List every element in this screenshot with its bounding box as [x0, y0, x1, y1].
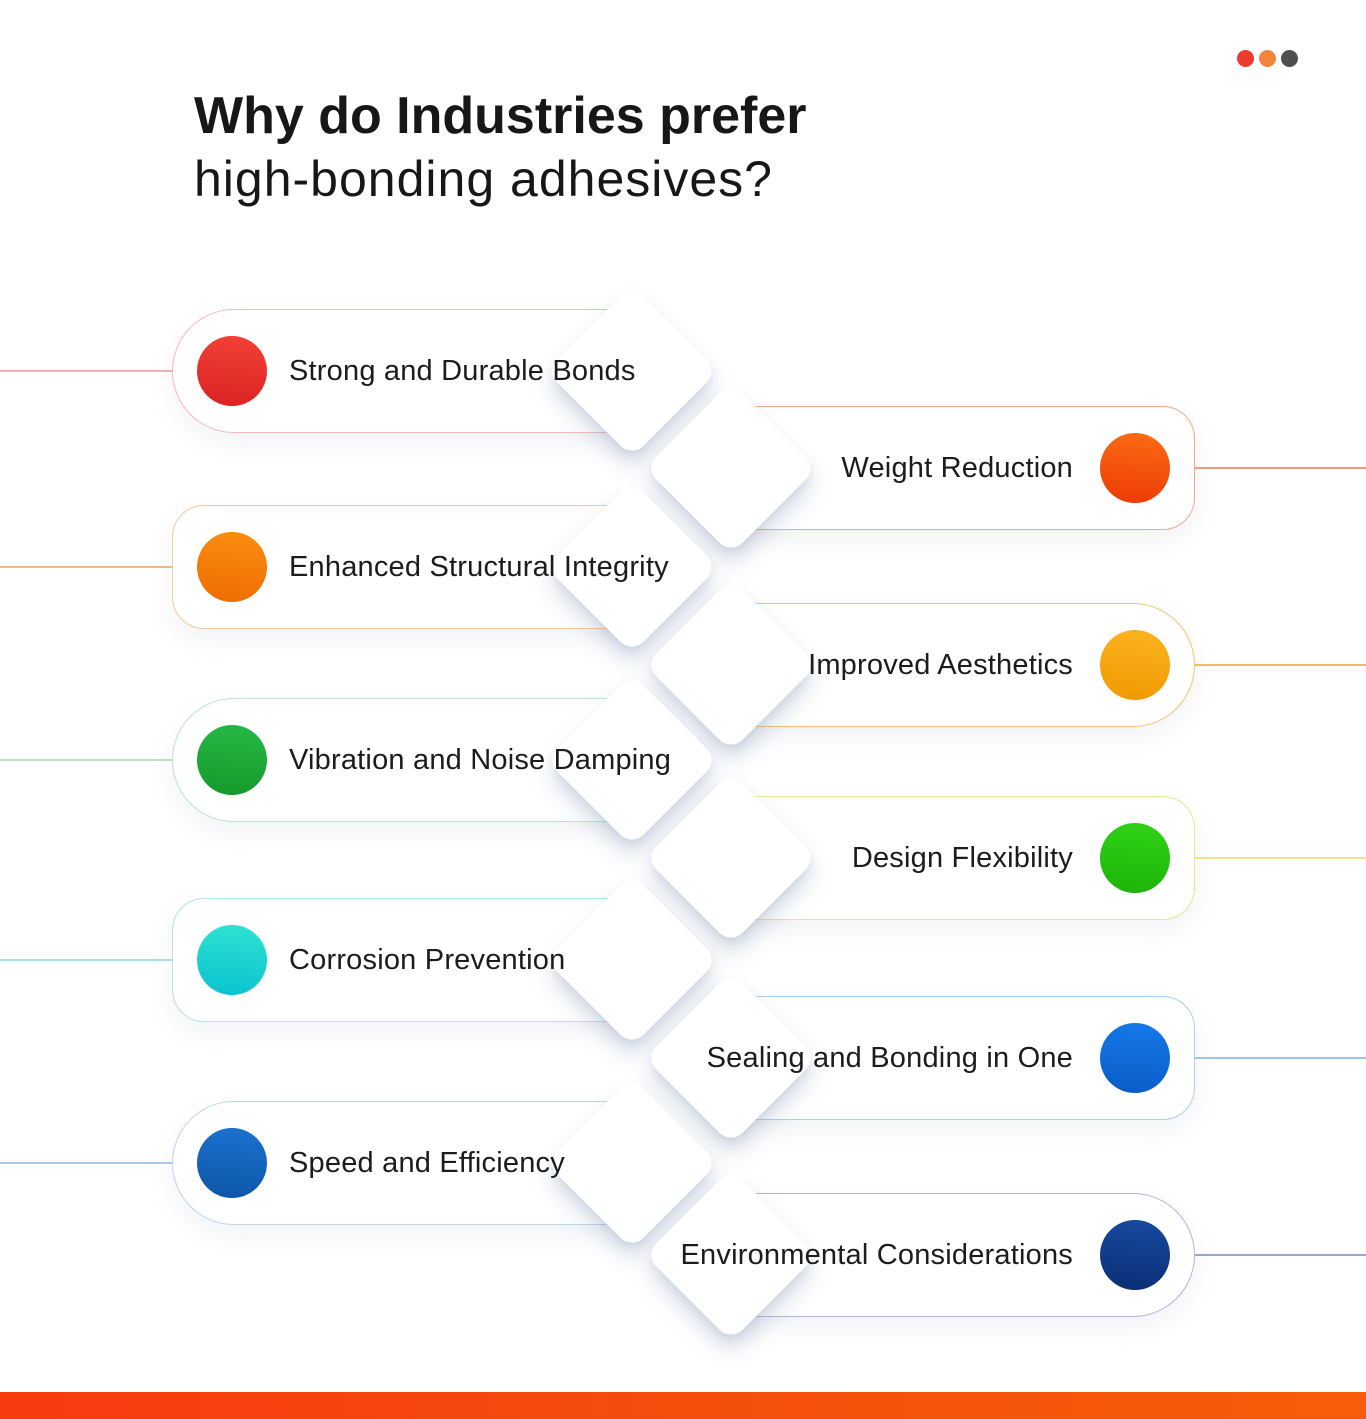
title-line-2: high-bonding adhesives?	[194, 151, 773, 207]
benefit-bullet-circle	[197, 532, 267, 602]
benefit-bullet-circle	[197, 925, 267, 995]
connector-line	[0, 566, 172, 568]
title-line-1: Why do Industries prefer	[194, 87, 807, 145]
benefit-bullet-circle	[1100, 433, 1170, 503]
benefit-bullet-circle	[1100, 1220, 1170, 1290]
benefit-bullet-circle	[1100, 1023, 1170, 1093]
benefit-label: Strong and Durable Bonds	[289, 354, 636, 387]
connector-line	[1195, 857, 1366, 859]
benefit-label: Speed and Efficiency	[289, 1146, 565, 1179]
connector-line	[1195, 664, 1366, 666]
benefit-bullet-circle	[197, 1128, 267, 1198]
gray-dot-icon	[1281, 50, 1298, 67]
page-title: Why do Industries prefer high-bonding ad…	[194, 84, 807, 210]
benefit-label: Enhanced Structural Integrity	[289, 550, 669, 583]
connector-line	[0, 370, 172, 372]
benefit-label: Corrosion Prevention	[289, 943, 566, 976]
connector-line	[1195, 1057, 1366, 1059]
connector-line	[0, 959, 172, 961]
red-dot-icon	[1237, 50, 1254, 67]
benefit-label: Improved Aesthetics	[808, 648, 1073, 681]
benefit-bullet-circle	[197, 336, 267, 406]
orange-dot-icon	[1259, 50, 1276, 67]
decor-dots	[1237, 50, 1298, 67]
benefit-bullet-circle	[1100, 630, 1170, 700]
connector-line	[0, 1162, 172, 1164]
benefit-label: Sealing and Bonding in One	[706, 1041, 1073, 1074]
benefit-label: Design Flexibility	[851, 841, 1073, 874]
benefit-bullet-circle	[1100, 823, 1170, 893]
connector-line	[1195, 467, 1366, 469]
benefit-bullet-circle	[197, 725, 267, 795]
footer-bar	[0, 1392, 1366, 1419]
benefit-label: Vibration and Noise Damping	[289, 743, 672, 776]
benefit-label: Environmental Considerations	[680, 1238, 1073, 1271]
connector-line	[0, 759, 172, 761]
benefit-label: Weight Reduction	[841, 451, 1073, 484]
connector-line	[1195, 1254, 1366, 1256]
